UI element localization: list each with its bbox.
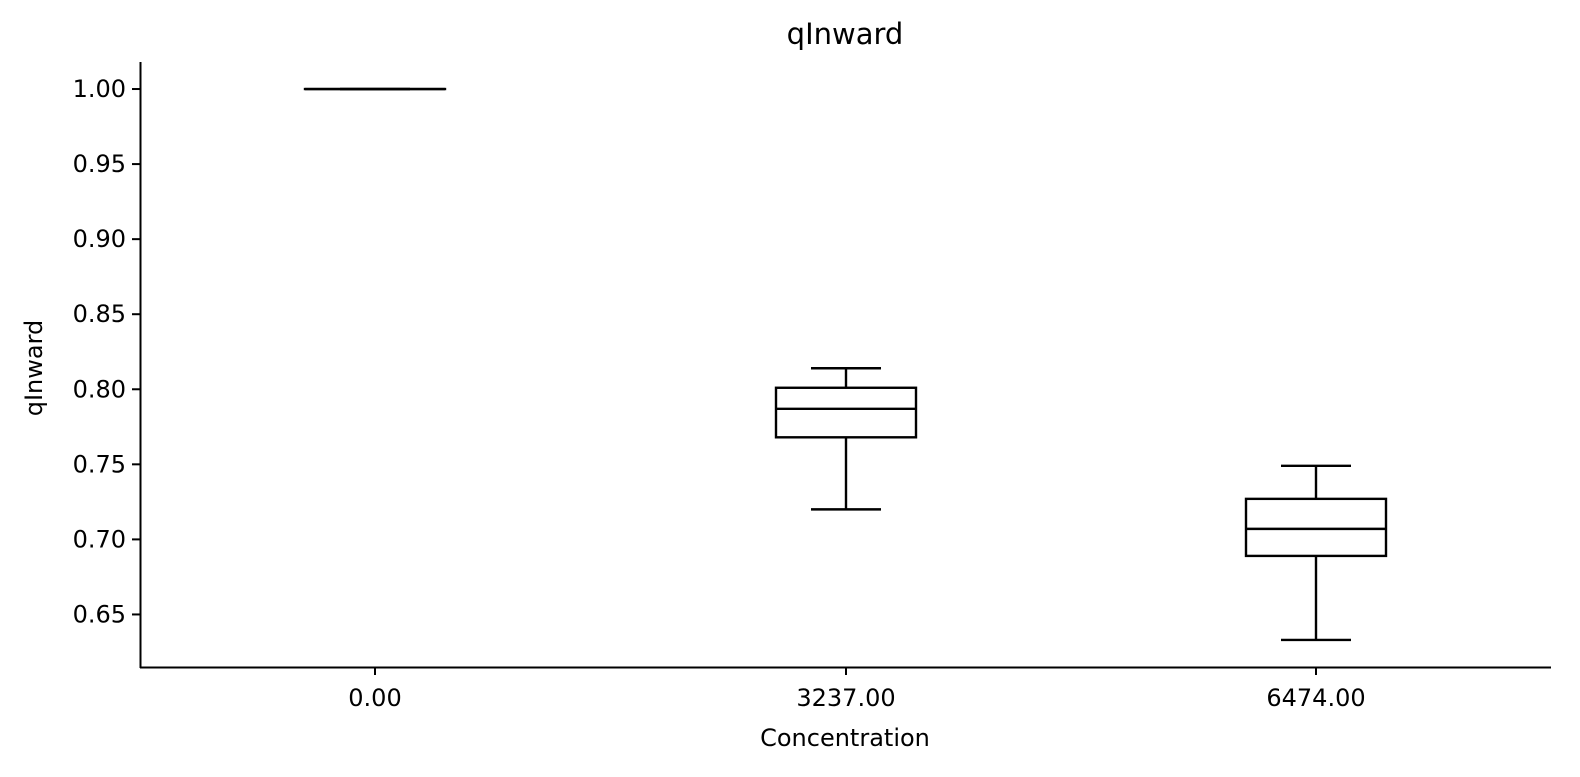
- x-tick-label: 6474.00: [1266, 684, 1365, 712]
- y-tick-label: 0.70: [73, 525, 126, 553]
- y-axis-label: qInward: [20, 320, 48, 417]
- x-axis-label: Concentration: [760, 724, 930, 752]
- box-group: [1244, 464, 1388, 642]
- x-ticks: 0.00 3237.00 6474.00: [348, 667, 1366, 712]
- box-iqr: [774, 386, 918, 439]
- boxes: [303, 87, 1388, 642]
- y-tick-label: 0.85: [73, 300, 126, 328]
- y-tick-label: 0.65: [73, 600, 126, 628]
- y-tick-label: 0.90: [73, 225, 126, 253]
- y-tick-label: 0.95: [73, 150, 126, 178]
- chart-title: qInward: [787, 17, 904, 51]
- y-tick-label: 0.75: [73, 450, 126, 478]
- x-tick-label: 0.00: [348, 684, 401, 712]
- y-ticks: 0.65 0.70 0.75 0.80 0.85 0.90 0.95 1.00: [73, 75, 140, 628]
- box-iqr: [1244, 497, 1388, 558]
- x-tick-label: 3237.00: [796, 684, 895, 712]
- y-tick-label: 0.80: [73, 375, 126, 403]
- box-group: [774, 367, 918, 511]
- y-tick-label: 1.00: [73, 75, 126, 103]
